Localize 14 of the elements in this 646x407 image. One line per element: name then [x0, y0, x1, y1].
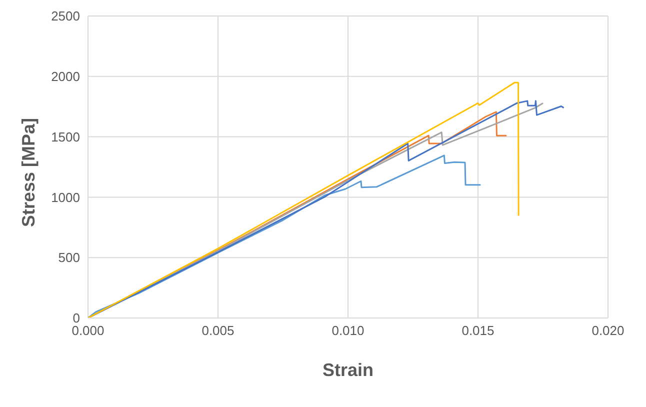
x-tick-label: 0.000 — [72, 323, 104, 338]
line-series — [88, 154, 482, 318]
y-tick-label: 2500 — [51, 8, 80, 24]
y-axis-title: Stress [MPa] — [18, 118, 38, 227]
x-tick-label: 0.020 — [592, 323, 624, 338]
x-axis-title: Strain — [322, 360, 374, 380]
y-tick-label: 1000 — [51, 190, 80, 205]
y-tick-label: 500 — [58, 250, 80, 266]
y-tick-label: 0 — [72, 310, 80, 326]
x-tick-label: 0.010 — [332, 323, 364, 338]
x-tick-label: 0.015 — [462, 323, 494, 338]
x-tick-label: 0.005 — [202, 323, 234, 338]
y-tick-label: 2000 — [51, 69, 80, 84]
y-tick-label: 1500 — [51, 129, 80, 144]
